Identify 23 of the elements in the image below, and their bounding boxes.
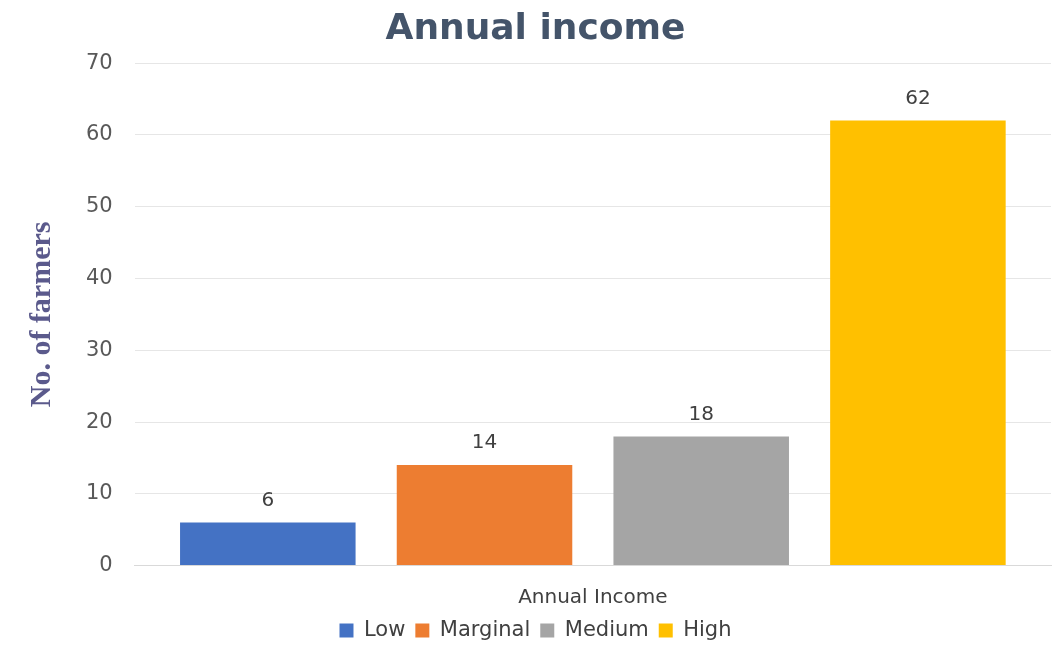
- legend-label: Medium: [564, 616, 649, 641]
- bar: [613, 436, 789, 566]
- data-label: 18: [688, 400, 714, 425]
- bar: [830, 120, 1006, 566]
- y-tick-label: 10: [85, 480, 113, 505]
- data-label: 14: [471, 429, 498, 454]
- x-axis-title: Annual Income: [518, 584, 668, 609]
- data-label: 62: [905, 84, 931, 109]
- legend-label: Marginal: [439, 616, 531, 641]
- bar: [180, 522, 356, 566]
- y-axis-title: No. of farmers: [22, 221, 56, 408]
- y-tick-label: 60: [85, 121, 113, 146]
- y-tick-label: 0: [99, 552, 113, 577]
- data-label: 6: [261, 486, 275, 511]
- y-tick-label: 40: [85, 264, 113, 289]
- y-tick-label: 70: [85, 49, 113, 74]
- chart-title: Annual income: [385, 5, 686, 47]
- bar: [396, 465, 573, 566]
- y-tick-label: 30: [85, 336, 113, 361]
- y-tick-label: 50: [85, 193, 113, 218]
- y-tick-label: 20: [85, 408, 113, 433]
- legend-label: Low: [363, 616, 406, 641]
- legend-label: High: [683, 616, 732, 641]
